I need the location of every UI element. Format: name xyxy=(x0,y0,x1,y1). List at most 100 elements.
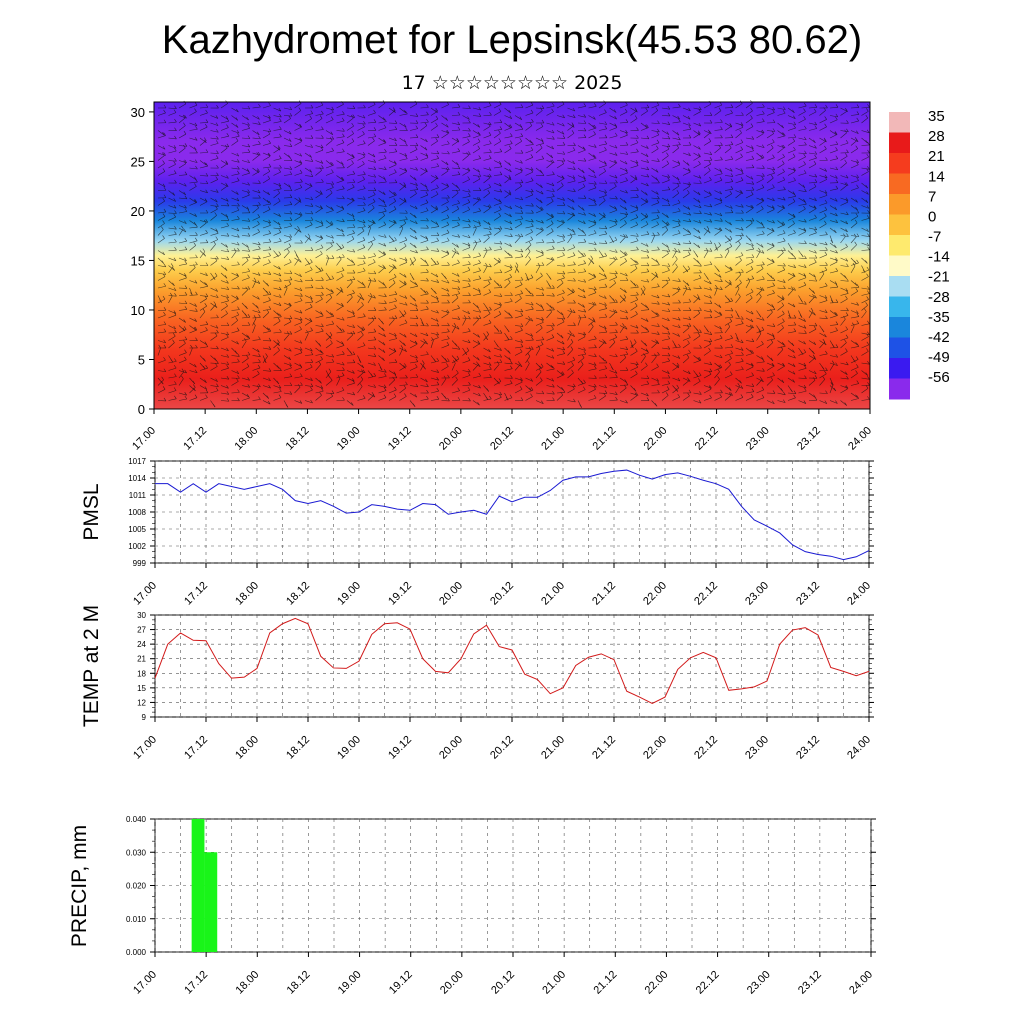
y-tick-label: 1008 xyxy=(128,508,146,517)
colorbar-swatch xyxy=(889,296,910,318)
colorbar-label: -21 xyxy=(928,269,950,286)
x-tick-label: 22.00 xyxy=(643,969,671,997)
x-tick-label: 23.00 xyxy=(745,969,773,997)
colorbar-label: 14 xyxy=(928,168,945,185)
colorbar-label: 7 xyxy=(928,188,936,205)
y-tick-label: 30 xyxy=(131,105,145,120)
temp2m-series-line xyxy=(154,617,870,704)
y-tick-label: 21 xyxy=(137,655,146,664)
colorbar-swatch xyxy=(889,255,910,277)
y-tick-label: 15 xyxy=(137,684,146,693)
colorbar-swatch xyxy=(889,317,910,338)
y-tick-label: 0.040 xyxy=(126,815,147,824)
y-tick-label: 1005 xyxy=(128,525,146,534)
x-tick-label: 22.00 xyxy=(642,425,670,453)
precip-ylabel: PRECIP, mm xyxy=(68,825,91,947)
colorbar-swatch xyxy=(889,194,910,215)
x-tick-label: 18.00 xyxy=(233,580,261,608)
x-tick-label: 17.00 xyxy=(131,734,159,762)
x-tick-label: 18.00 xyxy=(233,969,261,997)
y-tick-label: 1002 xyxy=(128,542,146,551)
x-tick-label: 22.12 xyxy=(692,580,720,608)
x-tick-label: 17.12 xyxy=(181,425,209,453)
x-tick-label: 17.12 xyxy=(182,580,210,608)
x-tick-label: 22.12 xyxy=(692,734,720,762)
colorbar-label: -49 xyxy=(928,349,950,366)
x-tick-label: 20.12 xyxy=(488,734,516,762)
colorbar-swatch xyxy=(889,132,910,154)
x-tick-label: 20.00 xyxy=(437,425,465,453)
x-tick-label: 18.12 xyxy=(284,425,312,453)
x-tick-label: 19.12 xyxy=(386,580,414,608)
x-tick-label: 21.12 xyxy=(590,425,618,453)
x-tick-label: 23.00 xyxy=(743,580,771,608)
colorbar-label: 35 xyxy=(928,108,945,125)
chart-subtitle: 17 ☆☆☆☆☆☆☆☆ 2025 xyxy=(401,72,623,94)
x-tick-label: 21.00 xyxy=(539,580,567,608)
x-tick-label: 22.00 xyxy=(641,580,669,608)
y-tick-label: 25 xyxy=(131,154,145,169)
colorbar-swatch xyxy=(889,276,910,297)
x-tick-label: 20.12 xyxy=(489,969,517,997)
x-tick-label: 20.12 xyxy=(488,425,516,453)
pmsl-series-line xyxy=(155,469,870,561)
temp2m-grid xyxy=(154,614,870,718)
colorbar-swatch xyxy=(889,112,910,133)
precip-bar xyxy=(191,819,205,952)
y-tick-label: 12 xyxy=(137,698,146,707)
y-tick-label: 1017 xyxy=(128,457,146,466)
x-tick-label: 17.00 xyxy=(131,580,159,608)
x-tick-label: 21.12 xyxy=(590,734,618,762)
x-tick-label: 23.00 xyxy=(743,734,771,762)
y-tick-label: 0.000 xyxy=(126,948,147,957)
wind-barbs xyxy=(157,100,870,408)
x-tick-label: 19.12 xyxy=(386,734,414,762)
colorbar-label: -56 xyxy=(928,369,950,386)
x-tick-label: 17.00 xyxy=(131,969,159,997)
x-tick-label: 23.12 xyxy=(794,580,822,608)
colorbar-label: -7 xyxy=(928,229,941,246)
x-tick-label: 21.12 xyxy=(591,969,619,997)
x-tick-label: 20.00 xyxy=(437,734,465,762)
precip-bar xyxy=(204,852,218,952)
y-tick-label: 1014 xyxy=(128,474,146,483)
y-tick-label: 20 xyxy=(131,204,145,219)
y-tick-label: 9 xyxy=(142,713,147,722)
y-tick-label: 0 xyxy=(138,402,145,417)
colorbar-label: 0 xyxy=(928,208,936,225)
x-tick-label: 17.00 xyxy=(130,425,158,453)
y-tick-label: 0.010 xyxy=(126,915,147,924)
y-tick-label: 10 xyxy=(131,303,145,318)
x-tick-label: 23.00 xyxy=(744,425,772,453)
pmsl-ylabel: PMSL xyxy=(80,483,103,540)
colorbar-swatch xyxy=(889,173,910,195)
x-tick-label: 22.12 xyxy=(693,425,721,453)
colorbar-swatch xyxy=(889,337,910,359)
colorbar-label: -42 xyxy=(928,329,950,346)
y-tick-label: 1011 xyxy=(129,491,147,500)
y-tick-label: 24 xyxy=(137,640,146,649)
x-tick-label: 24.00 xyxy=(846,425,874,453)
x-tick-label: 19.12 xyxy=(387,969,415,997)
temp2m-ylabel: TEMP at 2 M xyxy=(80,605,103,727)
x-tick-label: 21.00 xyxy=(540,969,568,997)
x-tick-label: 19.12 xyxy=(386,425,414,453)
x-tick-label: 24.00 xyxy=(845,580,873,608)
x-tick-label: 18.00 xyxy=(232,425,260,453)
colorbar-label: -35 xyxy=(928,309,950,326)
x-tick-label: 20.00 xyxy=(438,969,466,997)
colorbar-swatch xyxy=(889,358,910,379)
x-tick-label: 19.00 xyxy=(335,425,363,453)
x-tick-label: 21.12 xyxy=(590,580,618,608)
chart-title: Kazhydromet for Lepsinsk(45.53 80.62) xyxy=(161,18,863,62)
y-tick-label: 5 xyxy=(138,352,145,367)
x-tick-label: 21.00 xyxy=(539,734,567,762)
x-tick-label: 19.00 xyxy=(335,734,363,762)
x-tick-label: 18.12 xyxy=(284,734,312,762)
y-tick-label: 0.030 xyxy=(126,848,147,857)
x-tick-label: 23.12 xyxy=(795,425,823,453)
x-tick-label: 23.12 xyxy=(796,969,824,997)
x-tick-label: 20.12 xyxy=(488,580,516,608)
x-tick-label: 21.00 xyxy=(539,425,567,453)
